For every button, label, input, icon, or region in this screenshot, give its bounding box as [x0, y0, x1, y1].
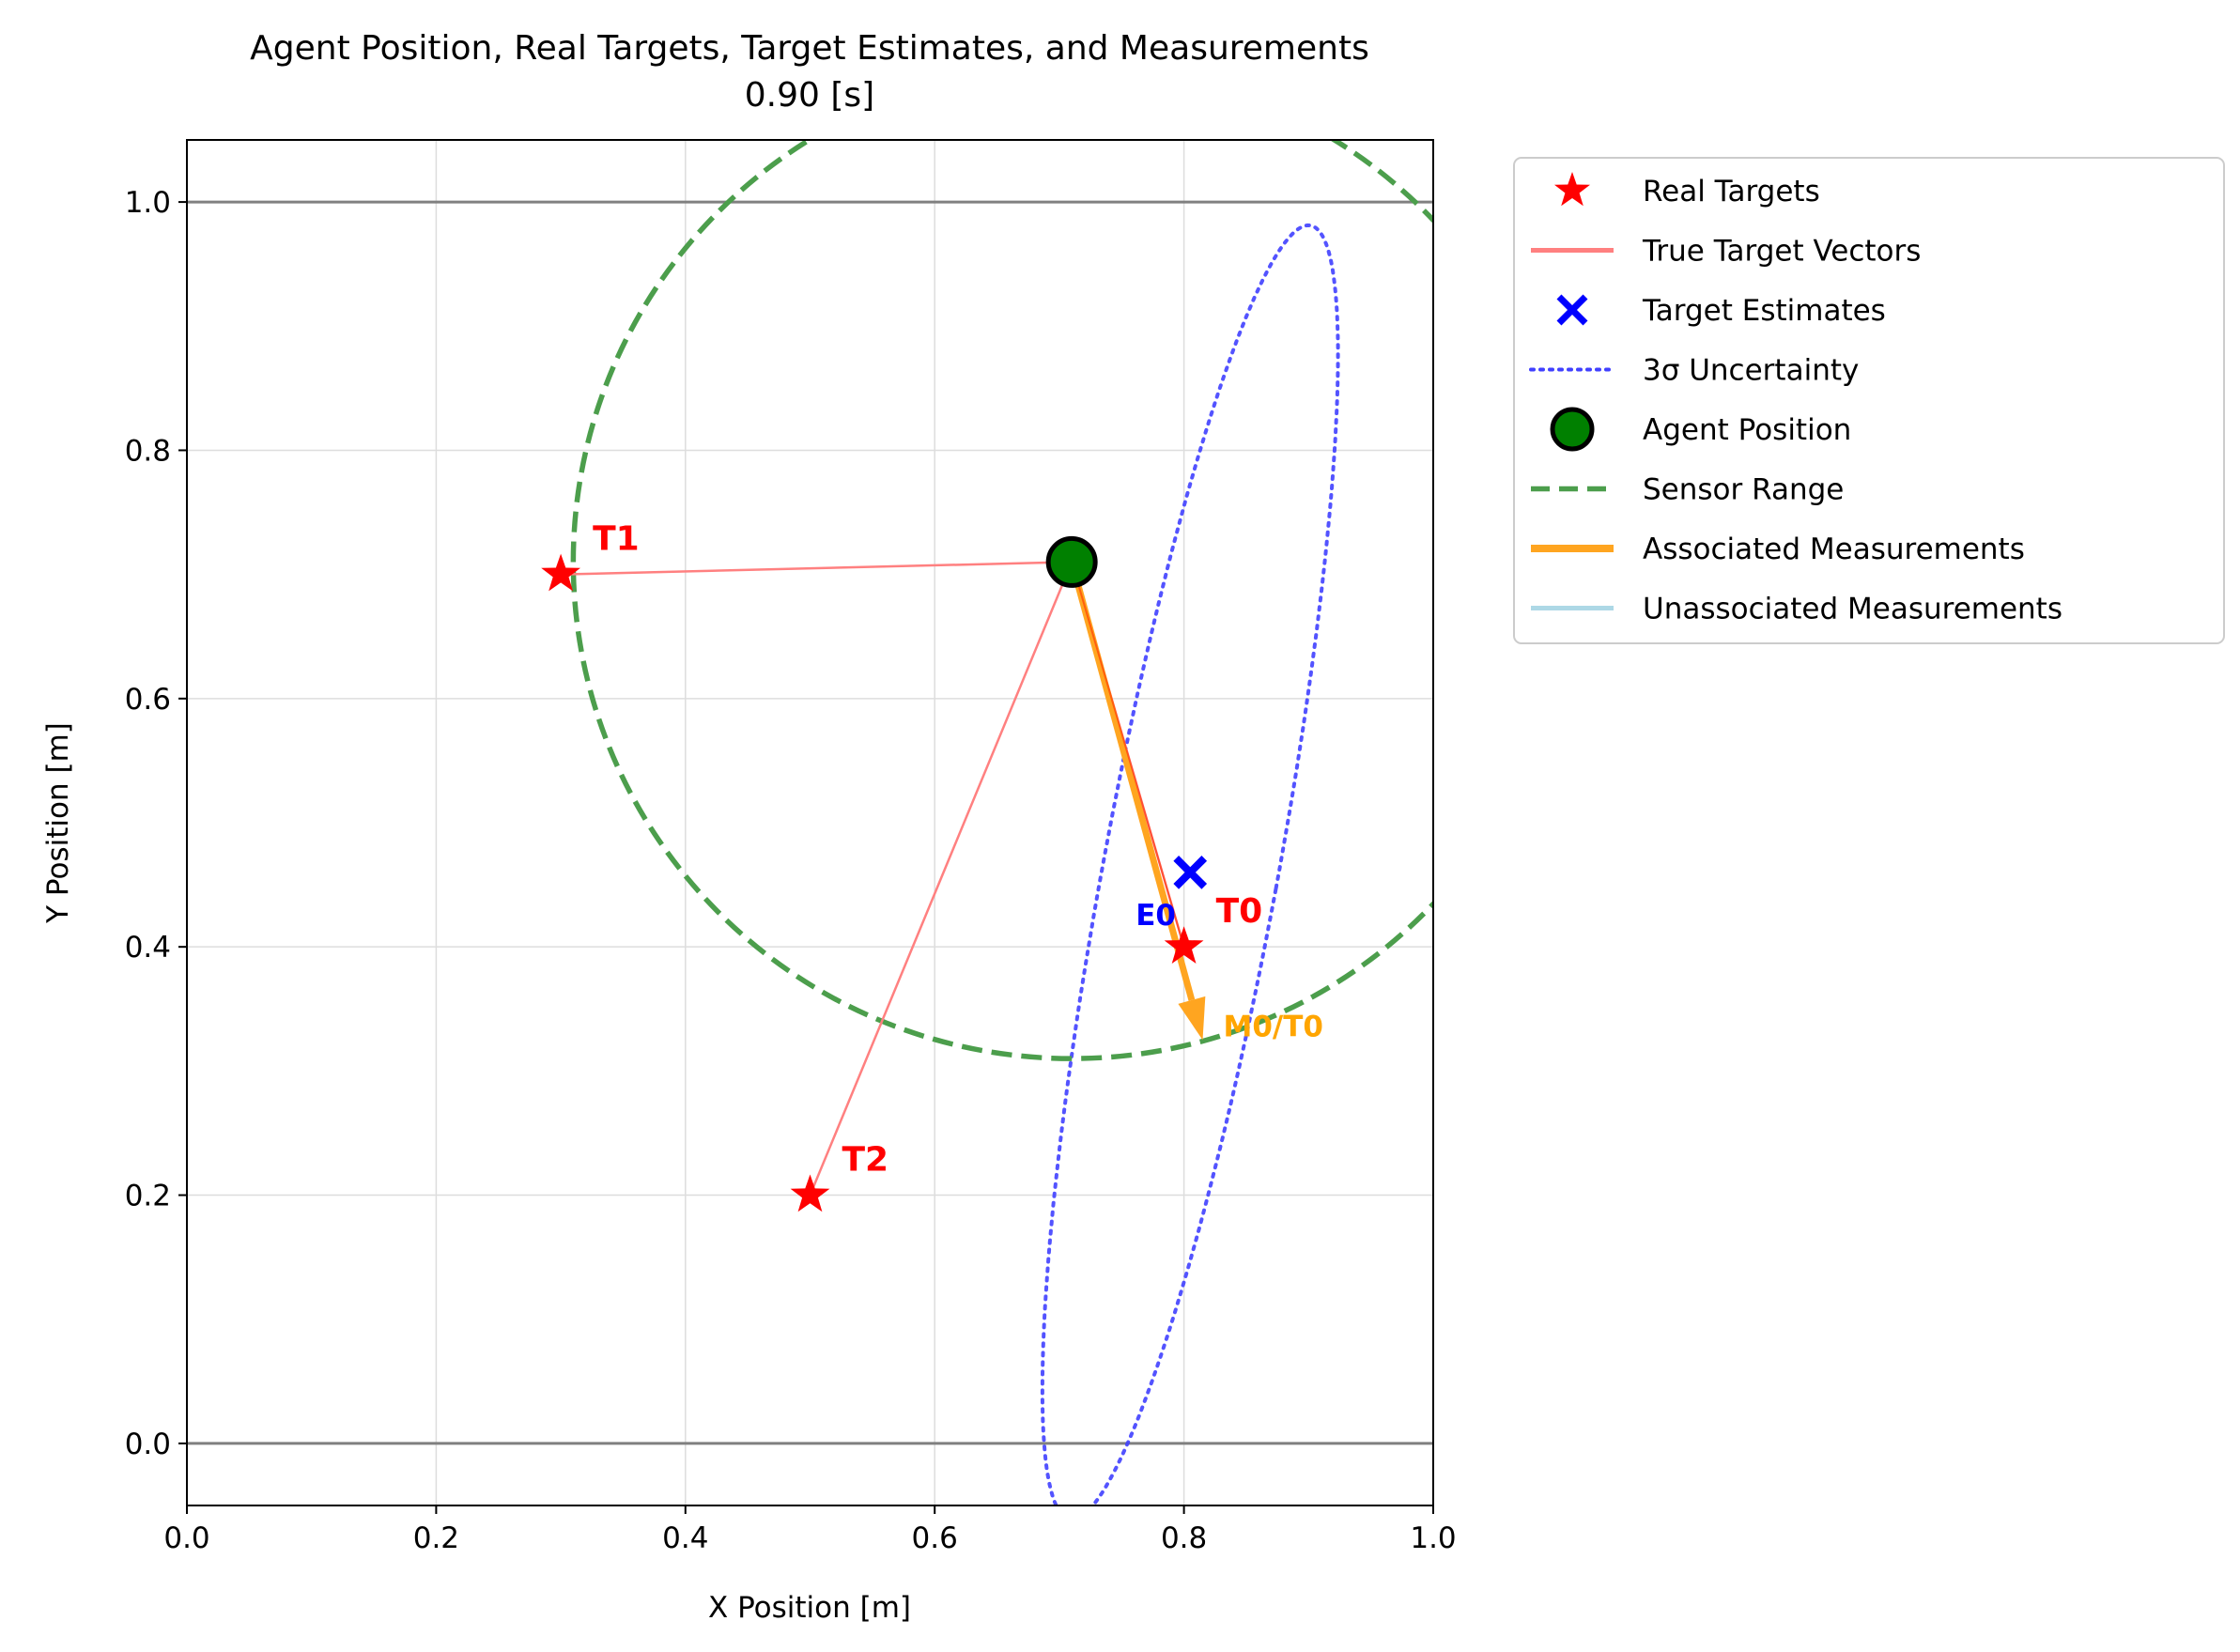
legend-label: Unassociated Measurements: [1643, 593, 2062, 626]
real-target-marker: [1164, 926, 1204, 964]
measurement-arrow-shaft: [1068, 561, 1196, 1001]
legend-x-icon: [1556, 294, 1588, 326]
legend-label: 3σ Uncertainty: [1643, 354, 1859, 388]
legend-entry: Associated Measurements: [1531, 533, 2025, 566]
true-target-vector: [561, 561, 1073, 576]
x-tick-label: 0.4: [662, 1521, 708, 1555]
legend-star-icon: [1554, 172, 1590, 207]
x-axis-label: X Position [m]: [708, 1591, 911, 1625]
legend: Real Targets True Target Vectors Target Es…: [1513, 157, 2225, 644]
y-tick-label: 0.4: [125, 931, 171, 965]
measurement-arrow-head: [1178, 996, 1206, 1041]
target-label-t2: T2: [842, 1141, 889, 1180]
target-label-t0: T0: [1216, 892, 1263, 931]
legend-entry: Agent Position: [1550, 407, 1851, 452]
legend-entry: Unassociated Measurements: [1531, 593, 2062, 626]
legend-entry: True Target Vectors: [1531, 235, 1921, 269]
legend-label: Real Targets: [1643, 175, 1820, 208]
plot-frame: [186, 139, 1434, 1506]
legend-entry: Real Targets: [1554, 172, 1820, 208]
legend-label: Target Estimates: [1642, 294, 1886, 328]
legend-entry: 3σ Uncertainty: [1529, 354, 1859, 388]
uncertainty-ellipse: [1040, 223, 1340, 1505]
chart-subtitle: 0.90 [s]: [745, 76, 874, 115]
sensor-range-circle: [570, 140, 1433, 1061]
chart-title: Agent Position, Real Targets, Target Est…: [250, 29, 1369, 68]
y-tick-label: 0.6: [125, 683, 171, 717]
legend-label: True Target Vectors: [1642, 235, 1921, 269]
x-tick-label: 0.2: [413, 1521, 459, 1555]
annotations: T0 T1 T2 E0 M0/T0: [593, 520, 1323, 1180]
legend-box: [1513, 157, 2225, 644]
target-estimate-marker: [1173, 856, 1208, 889]
grid: [186, 140, 1434, 1505]
agent-position-marker: [1045, 535, 1098, 588]
x-tick-label: 0.6: [912, 1521, 958, 1555]
legend-label: Associated Measurements: [1643, 533, 2025, 566]
true-target-vector: [809, 561, 1074, 1197]
target-label-t1: T1: [593, 520, 640, 559]
legend-label: Sensor Range: [1643, 473, 1844, 507]
legend-circle-icon: [1550, 407, 1595, 452]
y-tick-label: 0.8: [125, 434, 171, 468]
y-tick-label: 0.2: [125, 1180, 171, 1213]
x-tick-label: 0.0: [163, 1521, 209, 1555]
measurement-label: M0/T0: [1224, 1010, 1323, 1043]
y-tick-label: 1.0: [125, 186, 171, 220]
y-tick-label: 0.0: [125, 1428, 171, 1461]
measurement-overlay-line: [1071, 562, 1185, 948]
real-target-marker: [541, 553, 580, 592]
legend-entry: Target Estimates: [1556, 294, 1886, 328]
y-axis-label: Y Position [m]: [41, 722, 75, 924]
legend-entry: Sensor Range: [1531, 473, 1844, 507]
x-tick-label: 0.8: [1161, 1521, 1207, 1555]
axis-ticks: 0.0 0.2 0.4 0.6 0.8 1.0 0.0 0.2 0.4 0.6 0.8 1.0: [125, 186, 1457, 1555]
real-target-marker: [790, 1174, 830, 1212]
estimate-x-stroke: [1173, 856, 1208, 889]
estimate-label: E0: [1135, 899, 1176, 933]
plot-area: [187, 140, 1433, 1505]
legend-label: Agent Position: [1643, 413, 1851, 447]
x-tick-label: 1.0: [1410, 1521, 1456, 1555]
